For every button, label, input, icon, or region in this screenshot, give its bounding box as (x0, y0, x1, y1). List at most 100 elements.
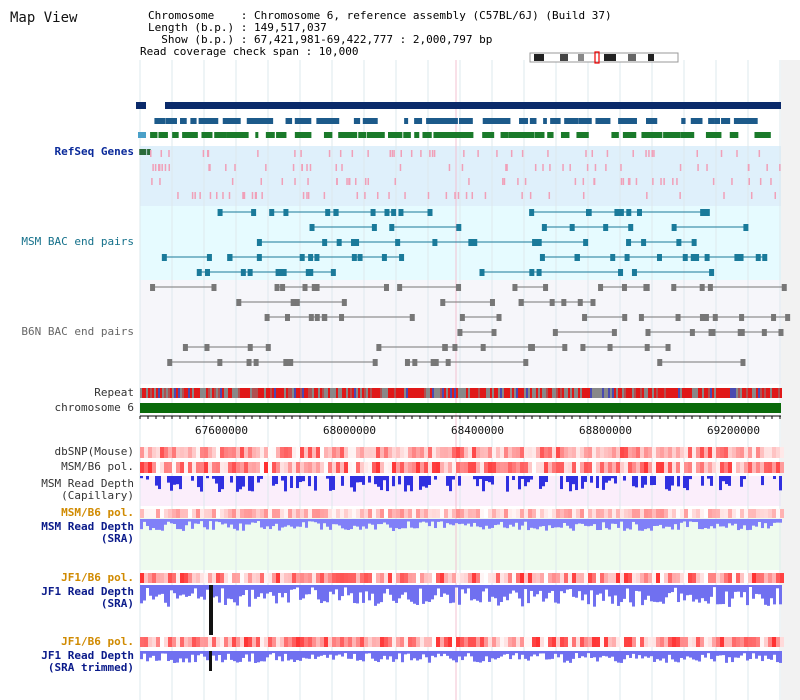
polymorphism-cell (764, 447, 768, 458)
repeat-element (188, 388, 190, 398)
track-label-msm-b6-pol-1[interactable]: MSM/B6 pol. (61, 460, 134, 473)
polymorphism-cell (632, 462, 636, 473)
track-label-jf1-read-depth-sra[interactable]: JF1 Read Depth (SRA) (41, 585, 134, 610)
track-label-jf1-b6-pol-1[interactable]: JF1/B6 pol. (61, 571, 134, 584)
read-depth-bar (476, 585, 479, 601)
read-depth-bar (683, 519, 686, 522)
repeat-element (606, 388, 608, 398)
read-depth-bar (290, 476, 293, 488)
track-label-msm-bac[interactable]: MSM BAC end pairs (21, 235, 134, 248)
read-depth-bar (452, 519, 455, 526)
repeat-element (772, 388, 774, 398)
polymorphism-cell (468, 509, 472, 518)
repeat-element (314, 388, 316, 398)
bac-end (211, 284, 217, 291)
repeat-element (214, 388, 216, 398)
polymorphism-cell (276, 447, 280, 458)
read-depth-bar (638, 651, 641, 656)
read-depth-bar (452, 651, 455, 661)
polymorphism-cell (216, 509, 220, 518)
repeat-element (222, 388, 224, 398)
read-depth-bar (713, 585, 716, 588)
bac-end (699, 284, 705, 291)
read-depth-bar (749, 519, 752, 530)
read-depth-bar (557, 519, 560, 528)
read-depth-bar (779, 476, 782, 491)
polymorphism-cell (456, 509, 460, 518)
polymorphism-cell (196, 509, 200, 518)
polymorphism-cell (308, 509, 312, 518)
refseq-tick (547, 150, 549, 157)
read-depth-bar (593, 651, 596, 658)
polymorphism-cell (748, 447, 752, 458)
read-depth-bar (683, 651, 686, 660)
track-label-jf1-b6-pol-2[interactable]: JF1/B6 pol. (61, 635, 134, 648)
refseq-tick (759, 178, 762, 185)
read-depth-bar (317, 651, 320, 657)
repeat-element (408, 388, 410, 398)
polymorphism-cell (584, 573, 588, 583)
gene-feature (646, 118, 658, 124)
track-label-msm-read-depth-capillary[interactable]: MSM Read Depth (Capillary) (41, 477, 134, 502)
track-label-dbsnp[interactable]: dbSNP(Mouse) (54, 445, 134, 458)
track-label-jf1-read-depth-trimmed[interactable]: JF1 Read Depth (SRA trimmed) (41, 649, 134, 674)
polymorphism-cell (516, 509, 520, 518)
polymorphism-cell (500, 462, 504, 473)
polymorphism-cell (140, 462, 144, 473)
track-label-chromosome[interactable]: chromosome 6 (54, 401, 134, 414)
polymorphism-cell (216, 462, 220, 473)
polymorphism-cell (624, 637, 628, 647)
track-label-refseq[interactable]: RefSeq Genes (54, 145, 134, 158)
refseq-tick (627, 178, 630, 185)
read-depth-bar (725, 476, 728, 485)
read-depth-bar (713, 519, 716, 529)
bac-end (479, 269, 485, 276)
polymorphism-cell (460, 637, 464, 647)
read-depth-bar (425, 585, 428, 602)
repeat-element (680, 388, 682, 398)
polymorphism-cell (532, 462, 536, 473)
repeat-element (178, 388, 180, 398)
track-label-b6n-bac[interactable]: B6N BAC end pairs (21, 325, 134, 338)
polymorphism-cell (596, 462, 600, 473)
polymorphism-cell (600, 509, 604, 518)
polymorphism-cell (612, 509, 616, 518)
polymorphism-cell (296, 462, 300, 473)
gene-feature (226, 132, 233, 138)
read-depth-bar (179, 476, 182, 490)
polymorphism-cell (372, 573, 376, 583)
polymorphism-cell (580, 447, 584, 458)
repeat-element (194, 388, 196, 398)
read-depth-bar (728, 476, 731, 486)
refseq-tick (648, 150, 650, 157)
polymorphism-cell (572, 637, 576, 647)
refseq-tick (594, 164, 597, 171)
polymorphism-cell (564, 637, 568, 647)
polymorphism-cell (212, 509, 216, 518)
gene-feature (414, 118, 423, 124)
read-depth-bar (167, 476, 170, 483)
polymorphism-cell (688, 637, 692, 647)
polymorphism-cell (372, 509, 376, 518)
repeat-element (714, 388, 716, 398)
gene-feature (525, 132, 530, 138)
repeat-element (404, 388, 406, 398)
read-depth-bar (770, 651, 773, 660)
polymorphism-cell (424, 509, 428, 518)
repeat-element (770, 388, 772, 398)
track-label-msm-b6-pol-2[interactable]: MSM/B6 pol. (61, 506, 134, 519)
polymorphism-cell (372, 447, 376, 458)
read-depth-bar (269, 585, 272, 593)
read-depth-bar (236, 476, 239, 492)
repeat-element (556, 388, 558, 398)
read-depth-bar (536, 585, 539, 595)
read-depth-bar (473, 519, 476, 523)
read-depth-bar (212, 585, 215, 598)
track-label-repeat[interactable]: Repeat (94, 386, 134, 399)
read-depth-bar (674, 585, 677, 588)
polymorphism-cell (524, 509, 528, 518)
track-label-msm-read-depth-sra[interactable]: MSM Read Depth (SRA) (41, 520, 134, 545)
repeat-element (498, 388, 500, 398)
read-depth-bar (344, 519, 347, 530)
polymorphism-cell (144, 509, 148, 518)
